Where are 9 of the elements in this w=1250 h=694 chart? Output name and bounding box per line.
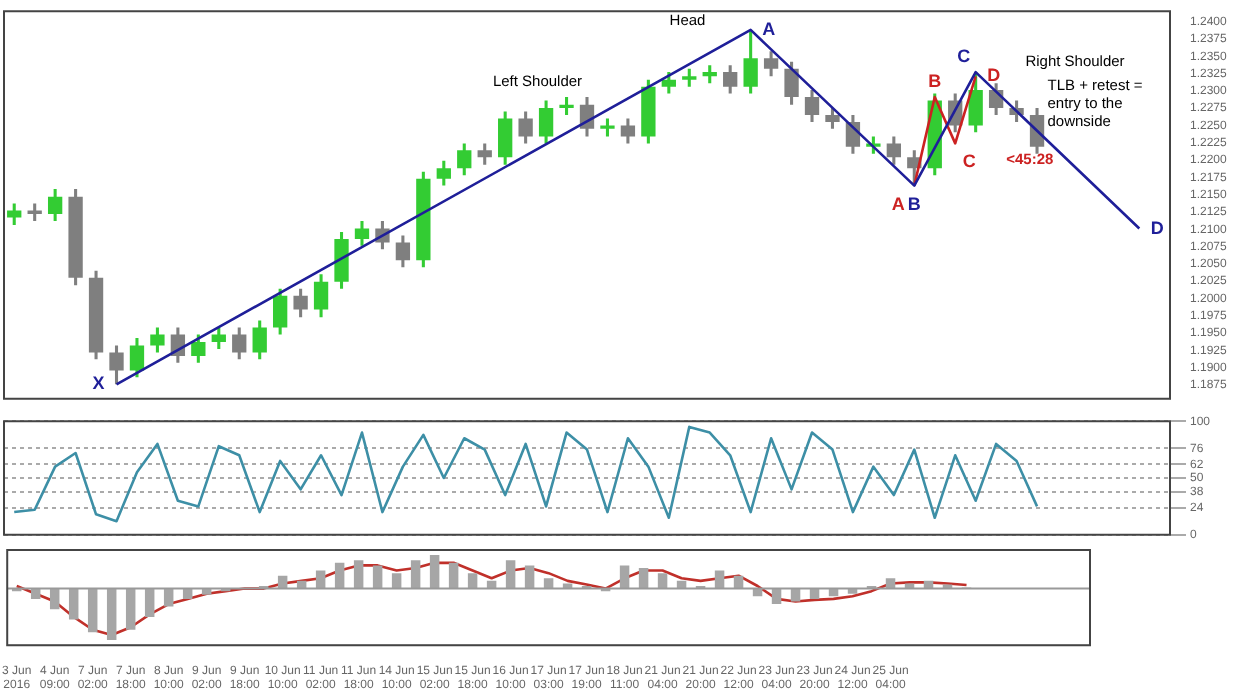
data-label: B — [907, 193, 922, 214]
data-label: C — [957, 46, 972, 67]
data-label: D — [1150, 217, 1165, 238]
data-label: A — [762, 18, 777, 39]
data-label: B — [928, 70, 943, 91]
data-label: D — [987, 65, 1002, 86]
data-label: X — [92, 373, 105, 394]
data-label: C — [962, 151, 977, 172]
data-label: A — [891, 193, 906, 214]
